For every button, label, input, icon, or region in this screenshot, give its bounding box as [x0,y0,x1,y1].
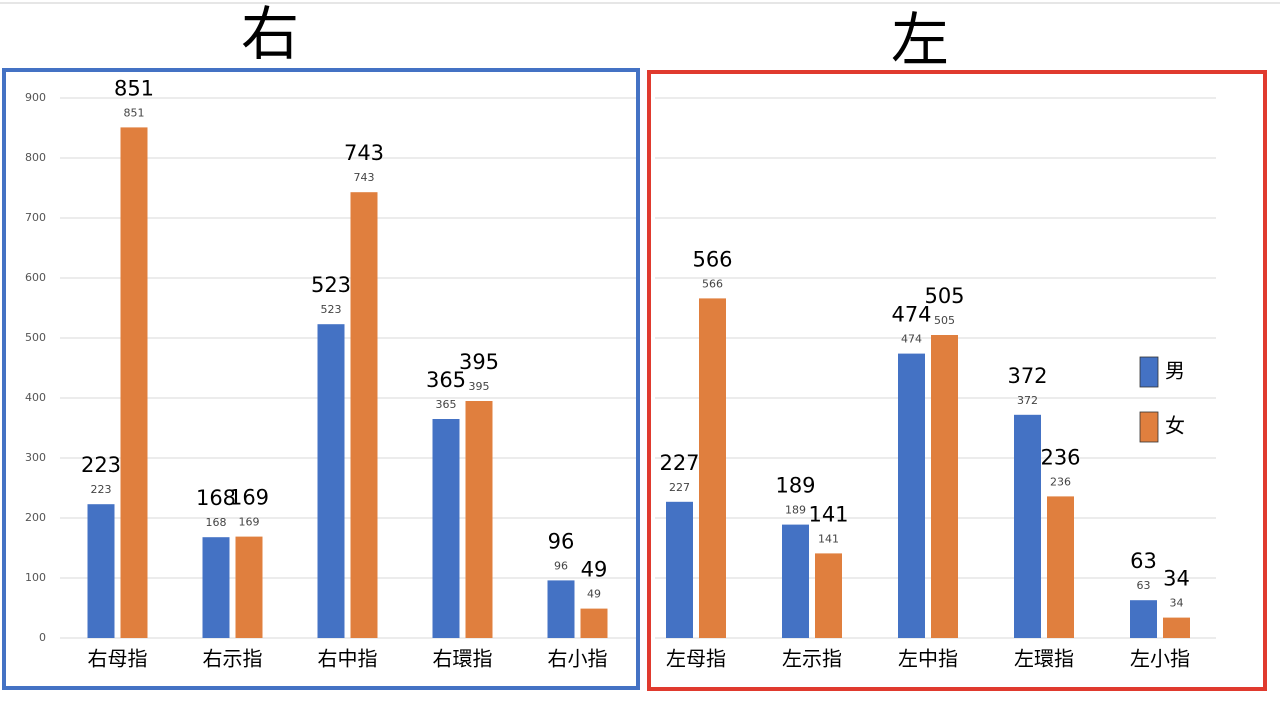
x-tick-label: 右環指 [433,647,493,671]
x-tick-label: 左中指 [898,647,958,671]
data-label-large: 223 [81,453,121,477]
bar [580,608,608,638]
data-label-large: 236 [1040,445,1080,469]
data-label: 395 [469,380,490,393]
data-label-large: 743 [344,141,384,165]
data-label: 474 [901,333,922,346]
data-label-large: 96 [548,529,575,553]
data-label: 365 [436,398,457,411]
data-label-large: 365 [426,368,466,392]
bar [1014,414,1041,638]
bar [1047,496,1074,638]
data-label: 505 [934,314,955,327]
data-label: 96 [554,559,568,572]
bar [666,501,693,638]
y-tick-label: 300 [25,451,46,464]
bar [120,127,148,639]
data-label-large: 189 [775,474,815,498]
x-tick-label: 右示指 [203,647,263,671]
data-label-large: 34 [1163,567,1190,591]
bar [931,335,958,638]
data-label: 49 [587,588,601,601]
x-tick-label: 左小指 [1130,647,1190,671]
bar [465,401,493,638]
y-tick-label: 100 [25,571,46,584]
data-label: 851 [124,106,145,119]
data-label-large: 168 [196,486,236,510]
bar [202,537,230,638]
x-tick-label: 左母指 [666,647,726,671]
data-label-large: 141 [808,502,848,526]
data-label: 168 [206,516,227,529]
data-label: 141 [818,532,839,545]
data-label: 223 [91,483,112,496]
data-label: 566 [702,277,723,290]
legend-label: 男 [1165,359,1185,383]
bar [432,419,460,638]
y-tick-label: 800 [25,151,46,164]
legend-label: 女 [1165,414,1185,438]
x-tick-label: 右母指 [88,647,148,671]
data-label: 743 [354,171,375,184]
y-tick-label: 0 [39,631,46,644]
bar [815,553,842,638]
data-label-large: 227 [659,451,699,475]
bar [1130,600,1157,638]
data-label-large: 169 [229,486,269,510]
data-label: 189 [785,504,806,517]
bar [547,580,575,638]
data-label: 236 [1050,475,1071,488]
legend-swatch [1139,411,1159,443]
y-tick-label: 900 [25,91,46,104]
data-label-large: 523 [311,273,351,297]
data-label-large: 505 [924,284,964,308]
y-tick-label: 600 [25,271,46,284]
x-tick-label: 右中指 [318,647,378,671]
chart-title: 左 [891,6,949,74]
data-label: 523 [321,303,342,316]
chart-title: 右 [241,0,299,68]
y-tick-label: 400 [25,391,46,404]
y-tick-label: 700 [25,211,46,224]
data-label-large: 474 [891,303,931,327]
bar [699,298,726,638]
bar [87,504,115,638]
x-tick-label: 左示指 [782,647,842,671]
data-label-large: 395 [459,350,499,374]
x-tick-label: 右小指 [548,647,608,671]
data-label-large: 49 [581,558,608,582]
data-label: 227 [669,481,690,494]
bar [317,324,345,638]
data-label-large: 372 [1007,364,1047,388]
y-tick-label: 200 [25,511,46,524]
data-label-large: 63 [1130,549,1157,573]
chart-border [2,68,640,690]
bar [782,524,809,638]
data-label: 34 [1170,597,1184,610]
data-label-large: 566 [692,247,732,271]
bar [898,353,925,638]
data-label: 63 [1137,579,1151,592]
data-label-large: 851 [114,76,154,100]
data-label: 169 [239,516,260,529]
y-tick-label: 500 [25,331,46,344]
x-tick-label: 左環指 [1014,647,1074,671]
bar [235,536,263,638]
chart-border [647,70,1267,691]
data-label: 372 [1017,394,1038,407]
bar [1163,617,1190,638]
bar [350,192,378,638]
legend-swatch [1139,356,1159,388]
